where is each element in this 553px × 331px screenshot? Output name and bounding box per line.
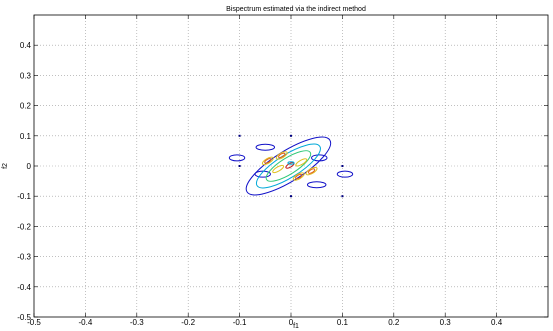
grid-marker (290, 195, 292, 198)
contour-level-4 (292, 172, 305, 181)
grid-marker (341, 195, 344, 198)
y-tick-label: -0.4 (17, 283, 31, 292)
x-tick-label: -0.2 (181, 318, 195, 327)
contour-level-1 (336, 170, 354, 178)
y-tick-label: 0.2 (20, 102, 32, 111)
contour-level-4 (305, 166, 318, 176)
x-axis-label: f1 (293, 323, 299, 330)
contour-level-5 (264, 158, 272, 164)
contour-level-1 (306, 181, 327, 189)
contour-level-4 (275, 151, 288, 160)
x-tick-label: 0.2 (388, 318, 400, 327)
contour-level-3 (265, 150, 312, 182)
y-tick-label: 0.4 (20, 41, 32, 50)
y-tick-label: -0.5 (17, 313, 31, 322)
x-tick-label: 0 (289, 318, 294, 327)
grid-marker (290, 134, 292, 137)
grid-marker (238, 165, 241, 167)
x-tick-label: 0.4 (491, 318, 503, 327)
grid-markers (238, 134, 344, 198)
y-tick-label: 0 (27, 162, 32, 171)
x-tick-label: -0.5 (27, 318, 41, 327)
contour-level-1 (311, 154, 328, 162)
x-tick-label: 0.1 (337, 318, 349, 327)
chart-title: Bispectrum estimated via the indirect me… (226, 6, 366, 13)
contour-level-5 (278, 152, 286, 159)
grid-marker (238, 134, 241, 137)
x-tick-label: -0.1 (233, 318, 247, 327)
x-tick-label: -0.4 (79, 318, 93, 327)
y-axis-label: f2 (2, 163, 9, 169)
grid-marker (341, 165, 344, 167)
y-tick-label: 0.3 (20, 71, 32, 80)
y-tick-label: -0.3 (17, 253, 31, 262)
x-tick-label: -0.3 (130, 318, 144, 327)
contour-level-4 (261, 156, 274, 166)
y-tick-label: 0.1 (20, 132, 32, 141)
contour-level-5 (287, 161, 295, 165)
contour-level-5 (295, 173, 303, 180)
contour-level-4 (295, 158, 308, 167)
y-tick-label: -0.1 (17, 192, 31, 201)
contour-level-5 (307, 168, 316, 174)
contour-level-1 (255, 143, 276, 151)
contour-level-4 (272, 164, 285, 174)
x-axis-ticks: -0.5 -0.4 -0.3 -0.2 -0.1 0 0.1 0.2 0.3 0.4 (27, 15, 503, 327)
contour-lines (228, 136, 354, 196)
x-tick-label: 0.3 (440, 318, 452, 327)
contour-level-1 (254, 170, 271, 178)
y-axis-ticks: -0.5 -0.4 -0.3 -0.2 -0.1 0 0.1 0.2 0.3 0.4 (17, 41, 548, 322)
y-tick-label: -0.2 (17, 222, 31, 231)
contour-level-1 (228, 154, 246, 162)
